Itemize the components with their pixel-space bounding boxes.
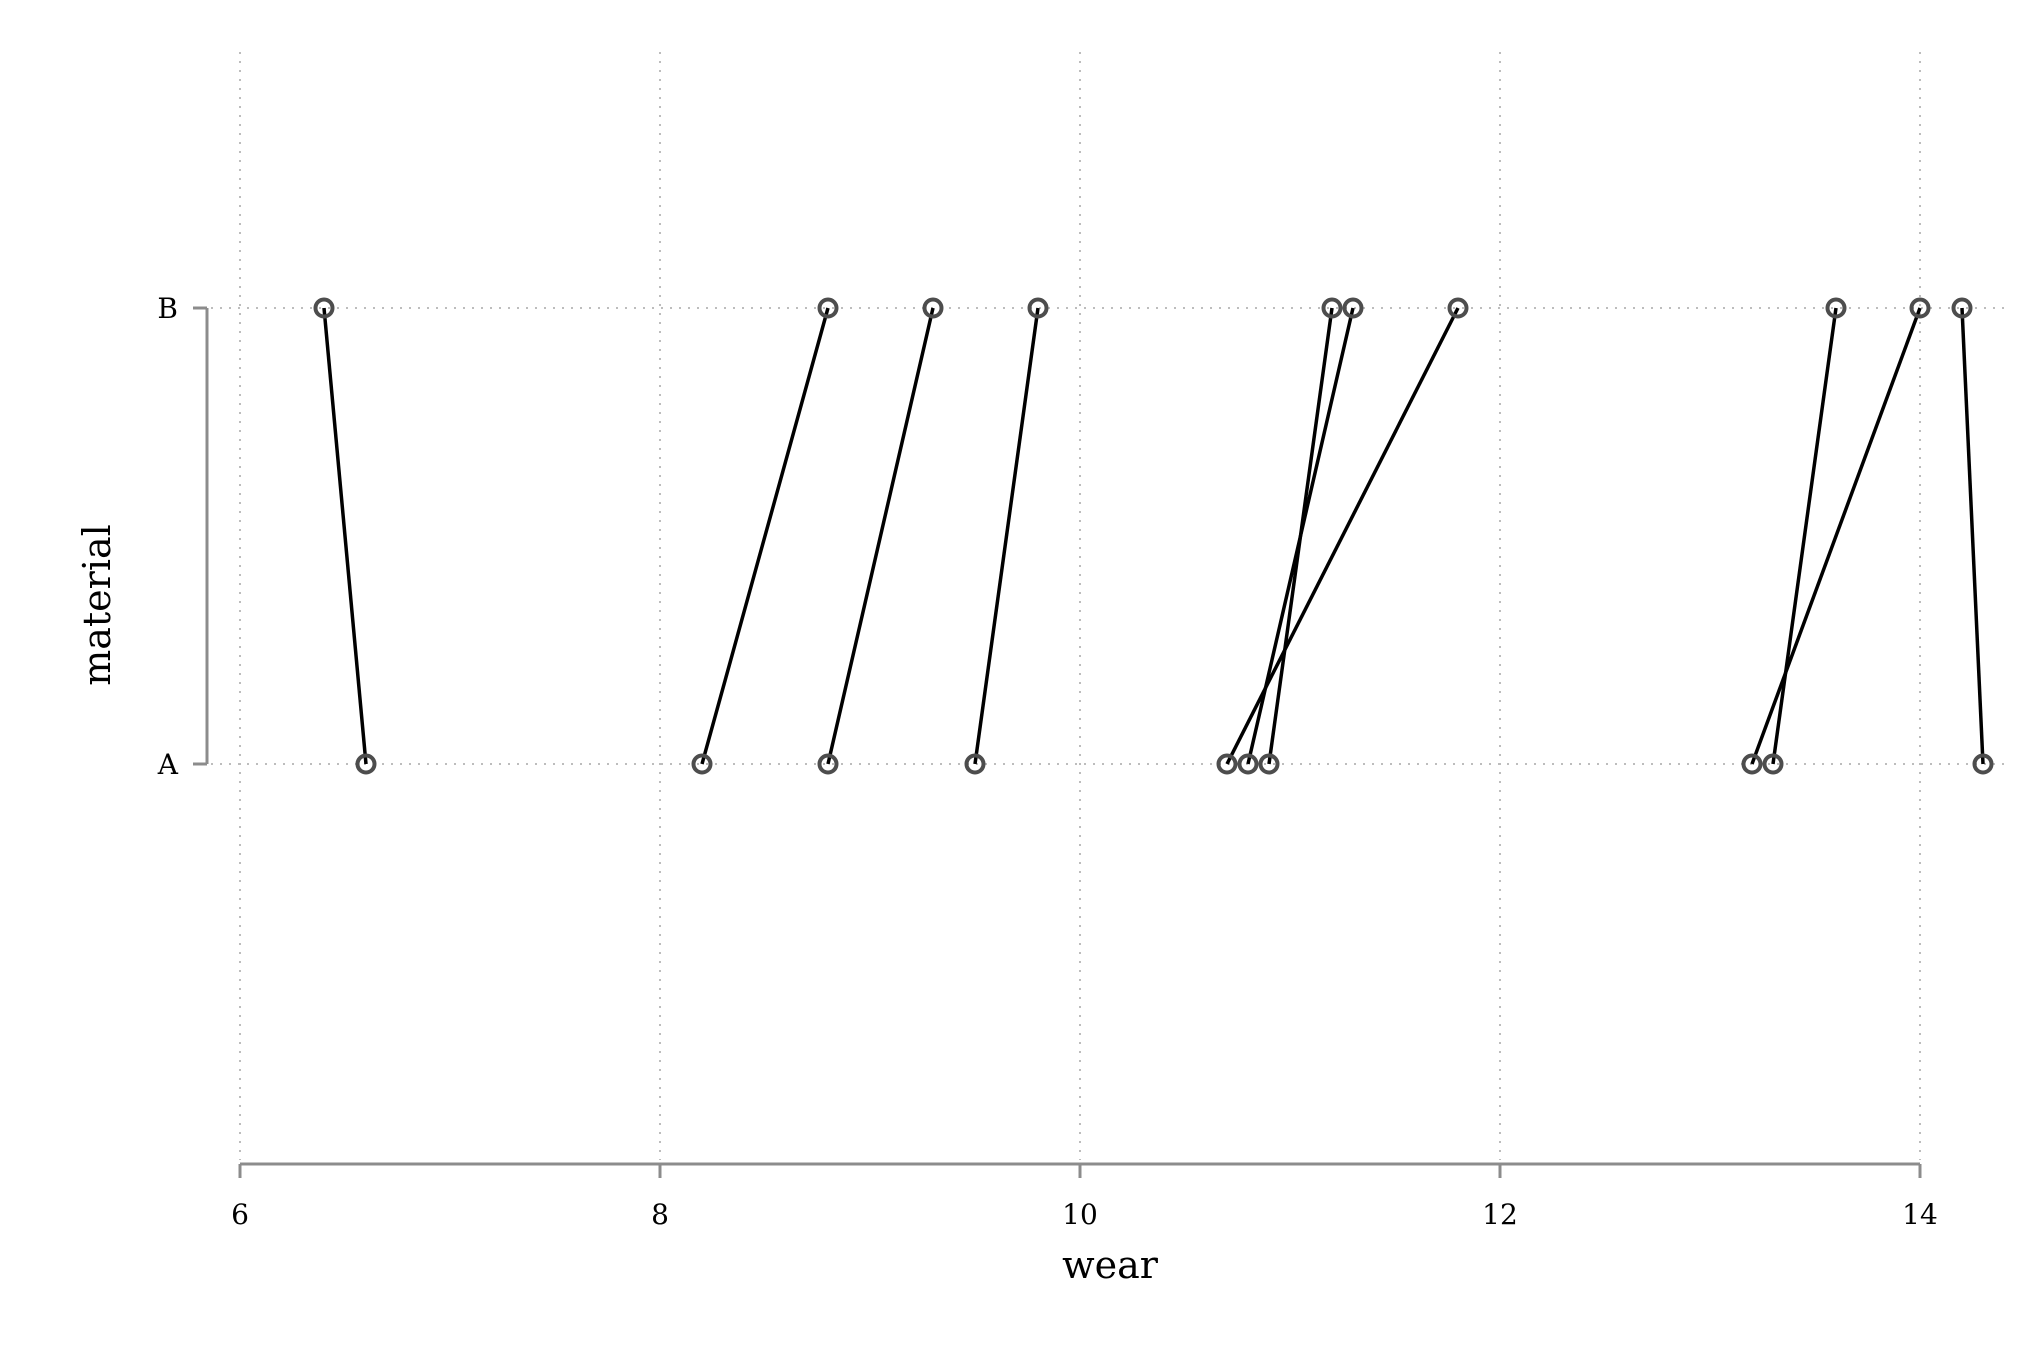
data-point-a bbox=[817, 753, 839, 775]
data-point-a bbox=[964, 753, 986, 775]
x-tick-label: 8 bbox=[651, 1198, 669, 1231]
data-point-b bbox=[1447, 297, 1469, 319]
data-point-a bbox=[1762, 753, 1784, 775]
pair-connector-line bbox=[1771, 307, 1838, 765]
axes-layer: 6 8 10 12 14 A B bbox=[157, 292, 1938, 1231]
y-tick-label: B bbox=[157, 292, 178, 325]
pair-connector-line bbox=[1960, 307, 1985, 765]
x-tick-label: 6 bbox=[231, 1198, 249, 1231]
pair-connector-line bbox=[1750, 307, 1922, 765]
data-point-a bbox=[355, 753, 377, 775]
pair-connector-line bbox=[1225, 307, 1460, 765]
labels-layer: wear material bbox=[75, 524, 1159, 1287]
data-point-b bbox=[817, 297, 839, 319]
x-axis-title: wear bbox=[1062, 1243, 1159, 1287]
lines-layer bbox=[322, 307, 1985, 765]
data-point-b bbox=[1909, 297, 1931, 319]
x-tick-label: 12 bbox=[1482, 1198, 1518, 1231]
data-point-a bbox=[1972, 753, 1994, 775]
pair-connector-line bbox=[1267, 307, 1334, 765]
pair-connector-line bbox=[700, 307, 830, 765]
data-point-b bbox=[1825, 297, 1847, 319]
x-tick-label: 14 bbox=[1902, 1198, 1938, 1231]
data-point-b bbox=[922, 297, 944, 319]
y-tick-label: A bbox=[157, 748, 179, 781]
data-point-a bbox=[1258, 753, 1280, 775]
y-axis-title: material bbox=[75, 524, 119, 686]
data-point-a bbox=[1216, 753, 1238, 775]
pair-connector-line bbox=[322, 307, 368, 765]
pair-connector-line bbox=[973, 307, 1040, 765]
points-layer bbox=[313, 297, 1994, 775]
data-point-a bbox=[1741, 753, 1763, 775]
data-point-a bbox=[1237, 753, 1259, 775]
data-point-b bbox=[1321, 297, 1343, 319]
data-point-b bbox=[1027, 297, 1049, 319]
data-point-b bbox=[1342, 297, 1364, 319]
grid-layer bbox=[211, 52, 2010, 1160]
data-point-b bbox=[1951, 297, 1973, 319]
pair-connector-line bbox=[826, 307, 935, 765]
x-tick-label: 10 bbox=[1062, 1198, 1098, 1231]
data-point-a bbox=[691, 753, 713, 775]
data-point-b bbox=[313, 297, 335, 319]
